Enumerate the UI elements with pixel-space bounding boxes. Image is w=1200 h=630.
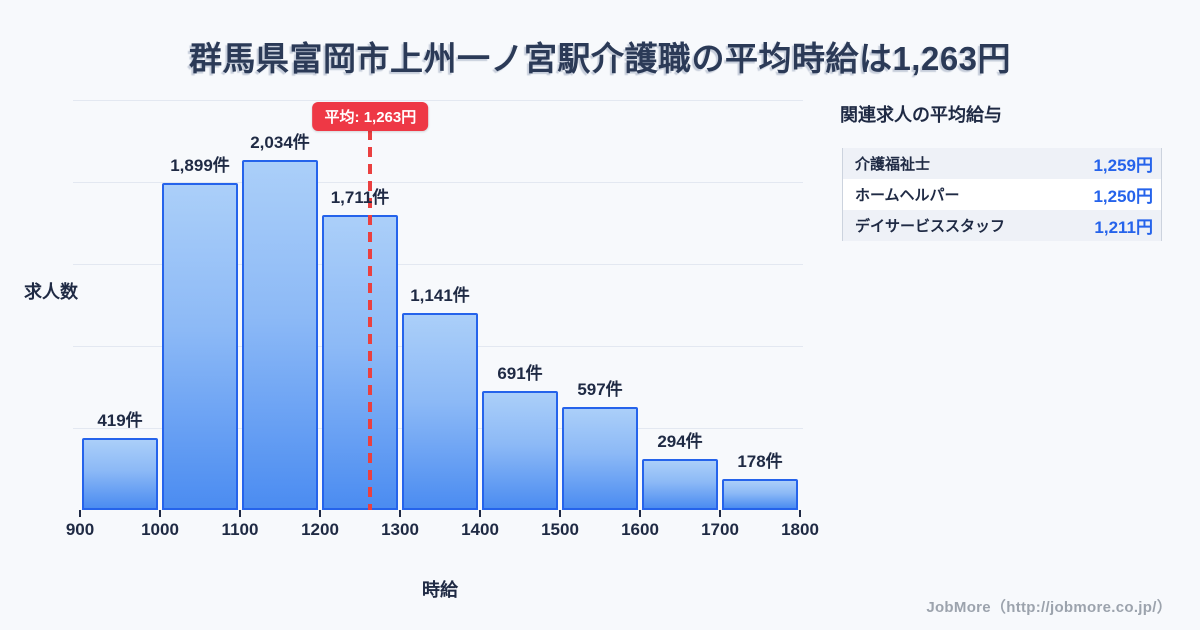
gridline: [73, 264, 803, 265]
y-axis-label: 求人数: [24, 282, 78, 302]
job-title: ホームヘルパー: [855, 187, 960, 204]
bar-value-label: 178件: [737, 452, 783, 471]
plot-area: 平均: 1,263円 419件 1,899件 2,034件 1,711件 1,141件 6…: [66, 100, 819, 539]
x-axis-tick-label: 1600: [621, 520, 659, 539]
x-axis-tick: [719, 510, 721, 517]
bar-value-label: 1,899件: [170, 156, 230, 175]
x-axis-tick: [239, 510, 241, 517]
job-salary: 1,259円: [1093, 156, 1153, 175]
x-axis-tick: [799, 510, 801, 517]
x-axis-tick-label: 1500: [541, 520, 579, 539]
x-axis-tick: [319, 510, 321, 517]
related-salary-panel-title: 関連求人の平均給与: [840, 105, 1002, 125]
bar-value-label: 597件: [577, 380, 623, 399]
x-axis-tick-label: 1100: [221, 520, 259, 539]
table-row: 介護福祉士 1,259円: [843, 148, 1161, 179]
mean-badge: 平均: 1,263円: [312, 102, 429, 131]
page-title: 群馬県富岡市上州一ノ宮駅介護職の平均時給は1,263円: [188, 40, 1012, 77]
table-row: ホームヘルパー 1,250円: [843, 179, 1161, 210]
x-axis-tick-label: 1700: [701, 520, 739, 539]
x-axis-tick: [639, 510, 641, 517]
histogram-bar: [402, 313, 478, 510]
x-axis-tick-label: 1300: [381, 520, 419, 539]
table-row: デイサービススタッフ 1,211円: [843, 210, 1161, 241]
histogram-bar: [322, 215, 398, 510]
histogram-bar: [162, 183, 238, 510]
x-axis-tick-label: 1800: [781, 520, 819, 539]
x-axis-tick-label: 1200: [301, 520, 339, 539]
histogram-bar: [482, 391, 558, 510]
x-axis-tick: [399, 510, 401, 517]
x-axis-tick: [159, 510, 161, 517]
mean-line: [368, 130, 373, 510]
site-credit: JobMore（http://jobmore.co.jp/）: [926, 599, 1172, 616]
x-axis-tick-label: 900: [65, 520, 95, 539]
bar-value-label: 1,141件: [410, 286, 470, 305]
gridline: [73, 182, 803, 183]
job-salary: 1,250円: [1093, 187, 1153, 206]
bar-value-label: 691件: [497, 364, 543, 383]
histogram-bar: [722, 479, 798, 510]
histogram-bar: [642, 459, 718, 510]
histogram-bar: [242, 160, 318, 510]
bar-value-label: 419件: [97, 411, 143, 430]
x-axis-tick-label: 1000: [141, 520, 179, 539]
job-title: 介護福祉士: [855, 156, 931, 173]
histogram-bar: [82, 438, 158, 510]
x-axis-tick: [559, 510, 561, 517]
job-title: デイサービススタッフ: [855, 218, 1006, 235]
x-axis-tick-label: 1400: [461, 520, 499, 539]
histogram-bar: [562, 407, 638, 510]
bar-value-label: 2,034件: [250, 133, 310, 152]
x-axis-tick: [479, 510, 481, 517]
x-axis-label: 時給: [422, 580, 458, 600]
gridline: [73, 100, 803, 101]
related-salary-table: 介護福祉士 1,259円 ホームヘルパー 1,250円 デイサービススタッフ 1…: [842, 148, 1162, 241]
bar-value-label: 294件: [657, 432, 703, 451]
bar-value-label: 1,711件: [330, 188, 390, 207]
x-axis-tick: [79, 510, 81, 517]
job-salary: 1,211円: [1094, 218, 1153, 237]
